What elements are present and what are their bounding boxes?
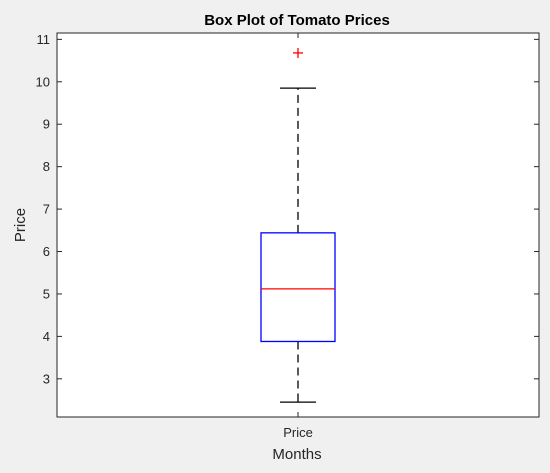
y-tick-label: 7 [43,202,50,217]
y-tick-label: 6 [43,244,50,259]
y-tick-label: 10 [36,74,50,89]
y-axis: 3 4 5 6 7 8 9 10 11 [36,32,539,386]
y-tick-label: 3 [43,371,50,386]
y-tick-label: 11 [37,32,51,47]
y-tick-label: 4 [43,329,50,344]
outlier-marker [293,47,303,58]
y-axis-label: Price [12,208,29,242]
box-series [260,47,336,403]
x-axis: Price [283,33,313,440]
y-tick-label: 9 [43,117,50,132]
iqr-box [260,232,336,343]
x-axis-label: Months [272,446,321,463]
y-tick-label: 8 [43,159,50,174]
y-tick-label: 5 [43,286,50,301]
x-tick-label: Price [283,425,313,440]
chart-title: Box Plot of Tomato Prices [204,12,390,29]
